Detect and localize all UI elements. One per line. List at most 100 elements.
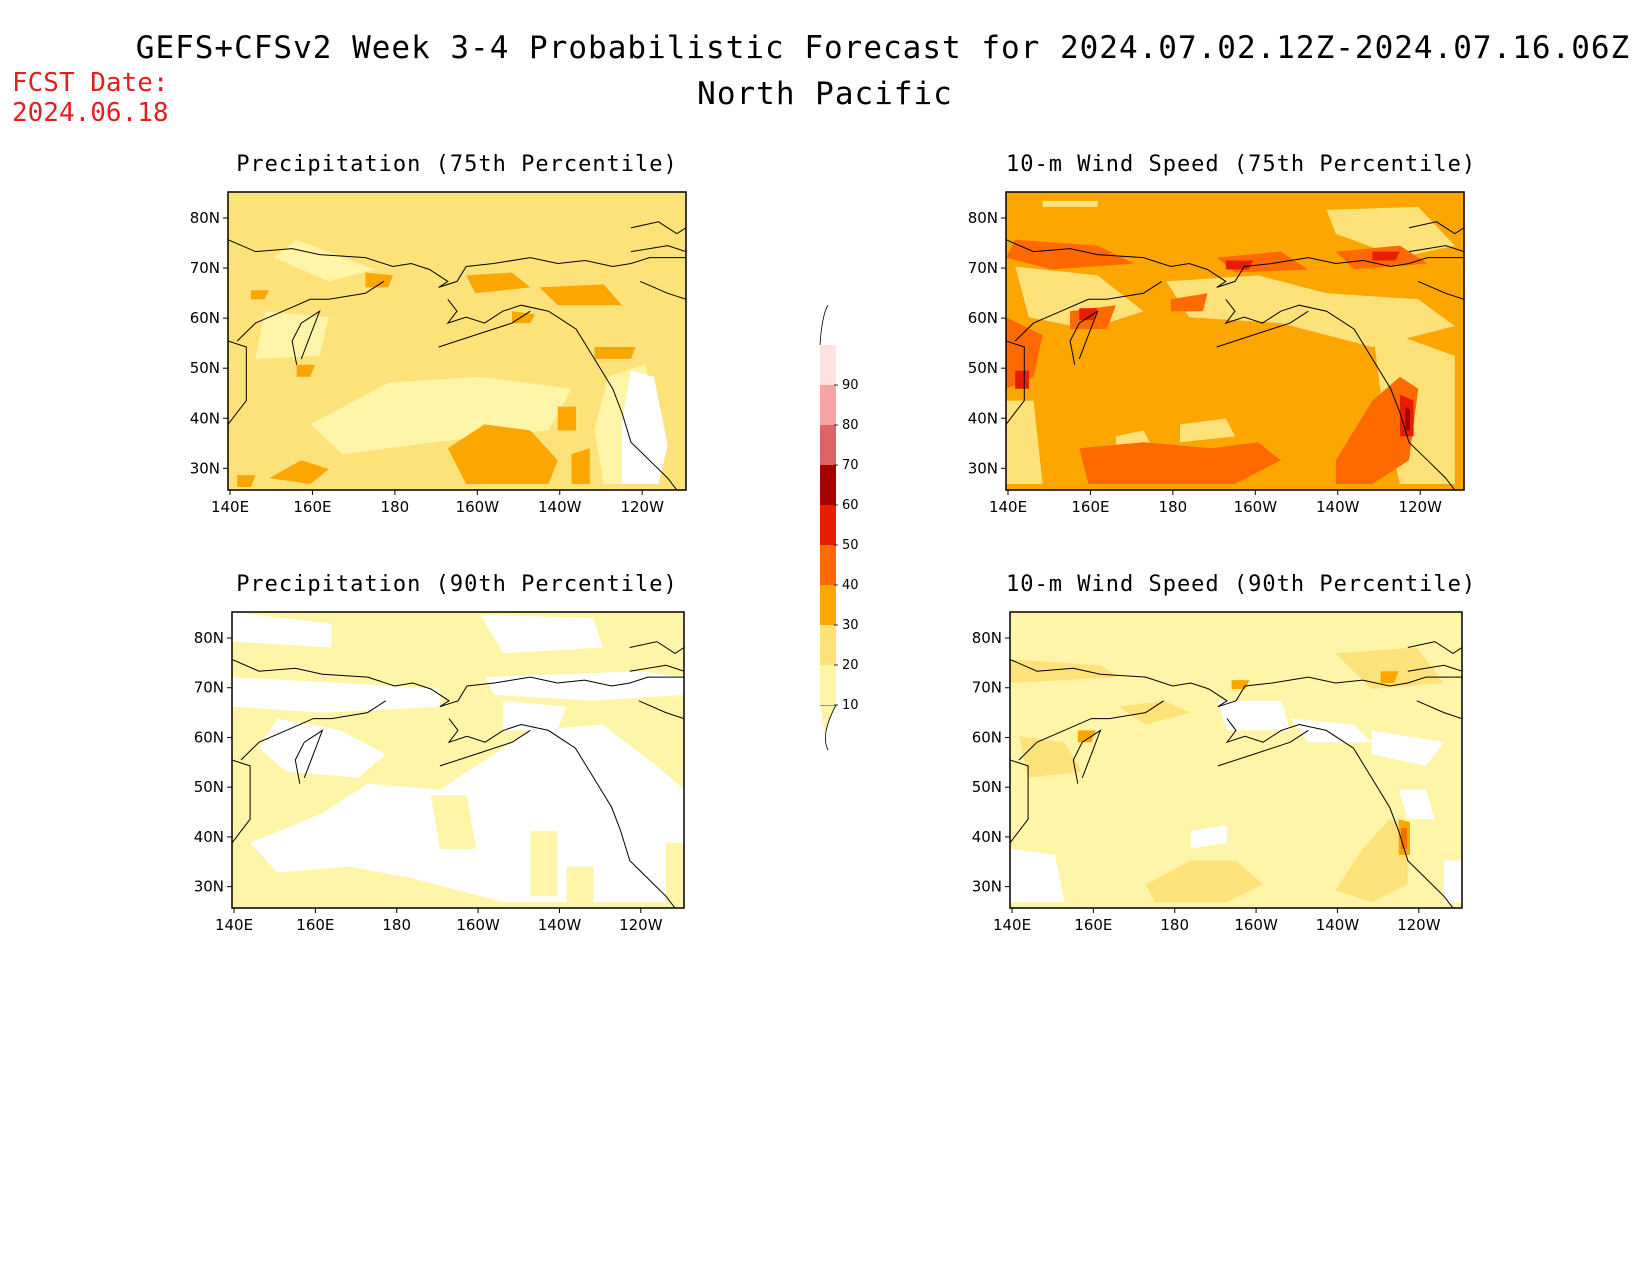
coastline xyxy=(446,298,678,490)
map-panel-1: 140E 160E 180 160W 140W 120W 80N 70N 60N 50N 40N 30… xyxy=(190,191,687,516)
probability-region xyxy=(485,671,684,701)
probability-region xyxy=(665,842,684,903)
y-tick-label: 60N xyxy=(190,309,220,327)
probability-region xyxy=(1010,659,1119,683)
x-tick-label: 140E xyxy=(993,916,1031,934)
y-tick-label: 40N xyxy=(968,409,998,427)
probability-region xyxy=(1015,370,1029,389)
coastline xyxy=(447,718,676,908)
colorbar-upper-tip xyxy=(819,304,829,346)
colorbar-label: 30 xyxy=(842,618,859,633)
coastline xyxy=(439,729,531,767)
y-tick-label: 40N xyxy=(190,409,220,427)
coastline xyxy=(291,309,321,365)
y-tick-label: 80N xyxy=(968,209,998,227)
coastline xyxy=(629,641,684,654)
colorbar-bin xyxy=(820,585,836,625)
map-panel-4: 140E 160E 180 160W 140W 120W 80N 70N 60N 50N 40N 30… xyxy=(972,611,1463,934)
probability-region xyxy=(310,376,572,455)
coastline xyxy=(1408,221,1464,235)
panel-title: 10-m Wind Speed (75th Percentile) xyxy=(1006,152,1477,177)
x-tick-label: 140W xyxy=(1316,916,1360,934)
x-tick-label: 140E xyxy=(215,916,253,934)
probability-region xyxy=(358,878,413,903)
panel-title: Precipitation (90th Percentile) xyxy=(236,572,678,597)
y-tick-label: 50N xyxy=(972,778,1002,796)
y-tick-label: 70N xyxy=(190,259,220,277)
panel-wind-75: 10-m Wind Speed (75th Percentile) xyxy=(0,0,1475,177)
coastline xyxy=(1225,718,1454,908)
colorbar-bin xyxy=(820,665,836,705)
coastline xyxy=(1072,729,1102,784)
probability-region xyxy=(1042,200,1098,207)
probability-region xyxy=(503,700,567,731)
coastline xyxy=(1407,664,1462,672)
coastline xyxy=(232,759,251,844)
y-tick-label: 50N xyxy=(190,359,220,377)
probability-region xyxy=(1380,671,1399,683)
probability-region xyxy=(430,795,477,849)
panel-precip-75: Precipitation (75th Percentile) xyxy=(0,0,677,177)
probability-region xyxy=(1006,400,1043,484)
coastline xyxy=(240,700,386,761)
probability-region xyxy=(259,718,386,778)
y-tick-label: 30N xyxy=(194,878,224,896)
probability-region xyxy=(1398,789,1435,820)
probability-region xyxy=(480,615,603,654)
x-tick-label: 140W xyxy=(1316,498,1360,516)
coastline xyxy=(228,340,247,425)
colorbar-bin xyxy=(820,425,836,465)
probability-region xyxy=(232,612,332,648)
panel-wind-90: 10-m Wind Speed (90th Percentile) xyxy=(0,0,1475,597)
colorbar-bin xyxy=(820,625,836,665)
probability-region xyxy=(512,311,535,324)
colorbar: 10 20 30 40 50 60 70 80 90 xyxy=(819,304,859,751)
probability-region xyxy=(1145,860,1264,903)
probability-region xyxy=(447,424,558,484)
panel-title: Precipitation (75th Percentile) xyxy=(236,152,678,177)
map-frame xyxy=(227,191,687,491)
probability-region xyxy=(1118,700,1191,725)
probability-region xyxy=(1077,730,1096,743)
shaded-regions xyxy=(1010,641,1462,908)
y-tick-label: 80N xyxy=(190,209,220,227)
map-panel-3: 140E 160E 180 160W 140W 120W 80N 70N 60N 50N 40N 30… xyxy=(194,611,685,934)
probability-region xyxy=(1079,442,1281,484)
y-tick-label: 50N xyxy=(968,359,998,377)
probability-region xyxy=(1371,730,1444,766)
coastline xyxy=(638,700,684,720)
coastline xyxy=(294,729,324,784)
forecast-date-value: 2024.06.18 xyxy=(12,98,169,128)
probability-region xyxy=(232,677,440,713)
x-tick-label: 140W xyxy=(538,498,582,516)
probability-region xyxy=(1190,825,1227,849)
y-tick-label: 80N xyxy=(972,629,1002,647)
coastline xyxy=(1418,280,1464,300)
map-frame xyxy=(1005,191,1465,491)
probability-region xyxy=(365,272,393,288)
probability-region xyxy=(1225,260,1254,270)
coastline xyxy=(1216,310,1309,348)
colorbar-label: 40 xyxy=(842,578,859,593)
x-tick-label: 140E xyxy=(989,498,1027,516)
shaded-regions xyxy=(228,221,686,490)
probability-region xyxy=(1079,308,1098,321)
map-frame xyxy=(1009,611,1463,909)
map-panel-2: 140E 160E 180 160W 140W 120W 80N 70N 60N 50N 40N 30… xyxy=(968,191,1465,516)
y-tick-label: 60N xyxy=(194,728,224,746)
x-tick-label: 180 xyxy=(1160,916,1189,934)
x-tick-label: 160E xyxy=(296,916,334,934)
probability-region xyxy=(1019,736,1083,778)
colorbar-label: 60 xyxy=(842,498,859,513)
coastline xyxy=(228,239,686,288)
coastline xyxy=(232,658,684,708)
coastline xyxy=(630,245,686,253)
probability-region xyxy=(571,448,590,484)
colorbar-bin xyxy=(820,505,836,545)
x-tick-label: 160W xyxy=(456,498,500,516)
colorbar-label: 90 xyxy=(842,378,859,393)
x-tick-label: 120W xyxy=(619,916,663,934)
probability-region xyxy=(1443,860,1462,903)
colorbar-bin xyxy=(820,385,836,425)
